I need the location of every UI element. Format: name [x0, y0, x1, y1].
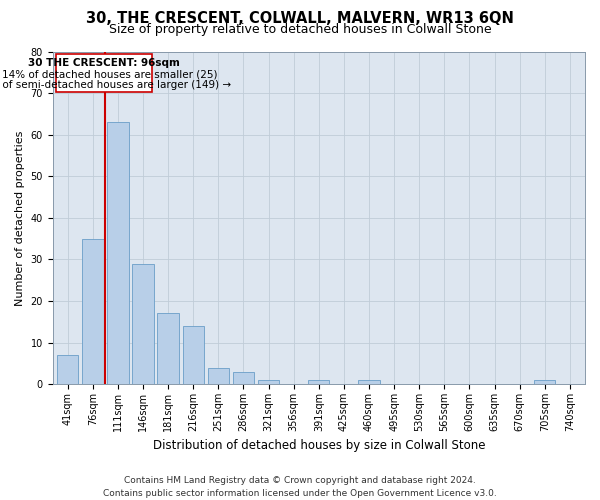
- Text: 30 THE CRESCENT: 96sqm: 30 THE CRESCENT: 96sqm: [28, 58, 179, 68]
- Bar: [308, 380, 329, 384]
- Bar: [107, 122, 128, 384]
- Text: ← 14% of detached houses are smaller (25): ← 14% of detached houses are smaller (25…: [0, 70, 218, 80]
- Bar: [208, 368, 229, 384]
- Bar: [233, 372, 254, 384]
- Bar: [57, 355, 79, 384]
- Y-axis label: Number of detached properties: Number of detached properties: [15, 130, 25, 306]
- Bar: [258, 380, 279, 384]
- Text: Size of property relative to detached houses in Colwall Stone: Size of property relative to detached ho…: [109, 22, 491, 36]
- Bar: [182, 326, 204, 384]
- Text: 85% of semi-detached houses are larger (149) →: 85% of semi-detached houses are larger (…: [0, 80, 232, 90]
- Bar: [358, 380, 380, 384]
- Text: 30, THE CRESCENT, COLWALL, MALVERN, WR13 6QN: 30, THE CRESCENT, COLWALL, MALVERN, WR13…: [86, 11, 514, 26]
- X-axis label: Distribution of detached houses by size in Colwall Stone: Distribution of detached houses by size …: [152, 440, 485, 452]
- Bar: [534, 380, 556, 384]
- Bar: [82, 238, 104, 384]
- Bar: [157, 314, 179, 384]
- Bar: [133, 264, 154, 384]
- Text: Contains HM Land Registry data © Crown copyright and database right 2024.
Contai: Contains HM Land Registry data © Crown c…: [103, 476, 497, 498]
- Bar: [56, 54, 152, 92]
